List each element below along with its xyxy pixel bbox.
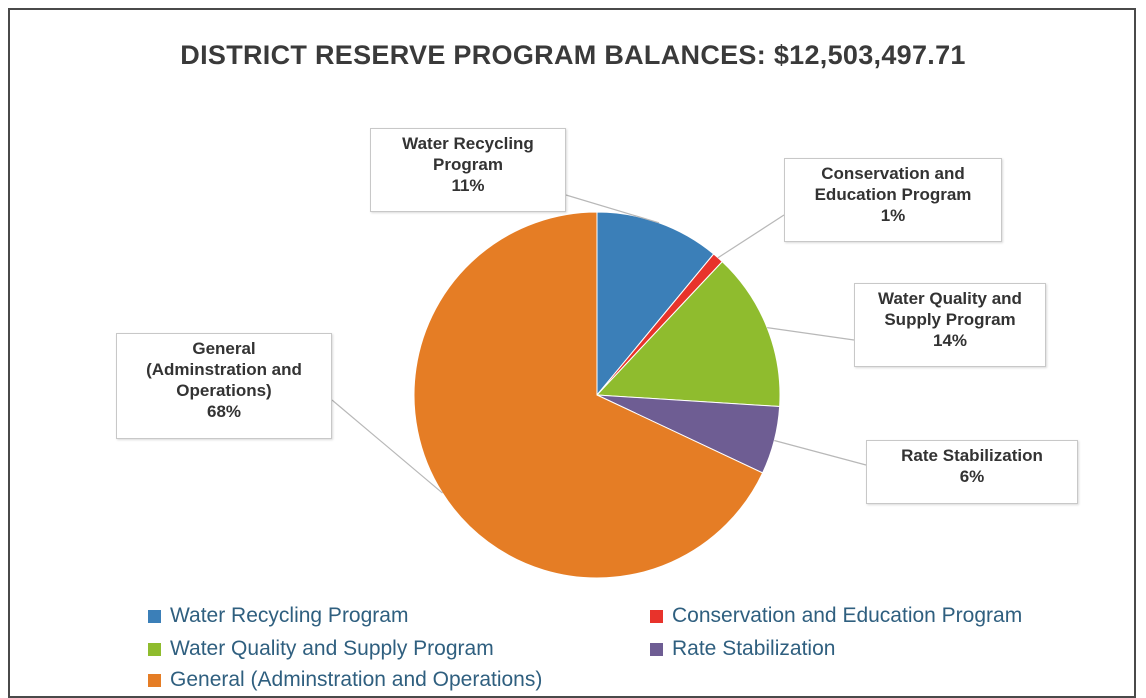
- legend-item-water-quality-supply: Water Quality and Supply Program: [148, 637, 494, 661]
- leader-line-water-quality-supply: [767, 327, 855, 341]
- legend-item-rate-stabilization: Rate Stabilization: [650, 637, 835, 661]
- legend-label: Water Quality and Supply Program: [170, 637, 494, 660]
- pie-slice-water-recycling: [596, 211, 715, 397]
- legend-label: Rate Stabilization: [672, 637, 836, 660]
- legend-swatch: [148, 673, 161, 687]
- label-water-quality-supply: Water Quality and Supply Program 14%: [854, 283, 1046, 367]
- legend-item-water-recycling: Water Recycling Program: [148, 604, 408, 628]
- leader-line-water-recycling: [565, 194, 660, 224]
- legend-label: Water Recycling Program: [170, 604, 409, 627]
- pie-slice-water-quality-supply: [595, 260, 781, 408]
- legend-swatch: [650, 642, 663, 656]
- legend-swatch: [650, 609, 663, 623]
- legend-item-general: General (Adminstration and Operations): [148, 668, 542, 692]
- legend-item-conservation-education: Conservation and Education Program: [650, 604, 1022, 628]
- leader-line-rate-stabilization: [774, 439, 867, 466]
- label-general: General (Adminstration and Operations) 6…: [116, 333, 332, 439]
- legend-swatch: [148, 609, 161, 623]
- chart-title: DISTRICT RESERVE PROGRAM BALANCES: $12,5…: [180, 40, 966, 70]
- label-conservation-education: Conservation and Education Program 1%: [784, 158, 1002, 242]
- leader-line-conservation-education: [717, 214, 785, 259]
- label-rate-stabilization: Rate Stabilization 6%: [866, 440, 1078, 504]
- label-water-recycling: Water Recycling Program 11%: [370, 128, 566, 212]
- leader-line-general: [331, 399, 443, 494]
- legend-label: Conservation and Education Program: [672, 604, 1023, 627]
- legend-label: General (Adminstration and Operations): [170, 668, 543, 691]
- legend-swatch: [148, 642, 161, 656]
